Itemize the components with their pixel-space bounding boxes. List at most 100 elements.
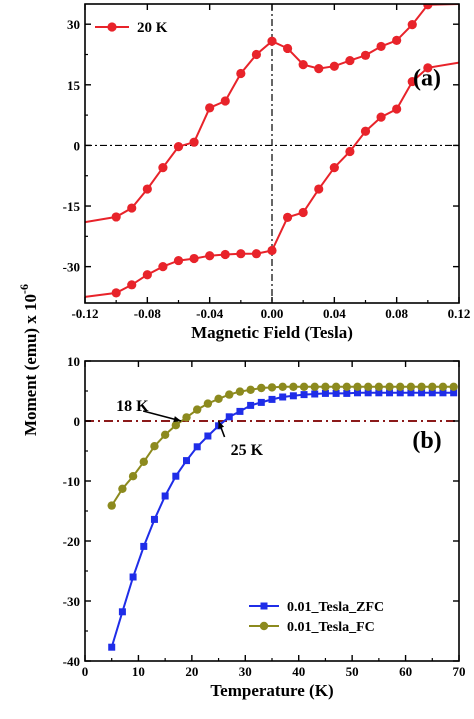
data-point bbox=[214, 394, 223, 403]
x-tick-label: 30 bbox=[239, 664, 252, 679]
data-point bbox=[353, 382, 362, 391]
data-point bbox=[310, 382, 319, 391]
panel-label: (a) bbox=[413, 65, 441, 91]
data-point bbox=[298, 207, 308, 218]
data-point bbox=[225, 390, 234, 399]
data-point bbox=[392, 104, 402, 114]
panel-b-temperature-chart: 0 10 20 30 40 50 60 70 -40 -30 -20 -10 0 10 Temperatur… bbox=[63, 354, 466, 700]
data-point bbox=[251, 249, 262, 259]
data-point bbox=[282, 43, 293, 54]
data-point bbox=[247, 401, 255, 409]
data-point bbox=[142, 270, 152, 280]
data-point bbox=[314, 184, 324, 194]
data-point bbox=[172, 472, 180, 480]
y-tick-label: 0 bbox=[74, 138, 81, 153]
legend-swatch-marker bbox=[259, 621, 269, 631]
data-point bbox=[428, 382, 437, 391]
y-tick-label: -30 bbox=[63, 594, 80, 609]
data-point bbox=[311, 390, 319, 398]
data-point bbox=[205, 103, 215, 113]
data-point bbox=[118, 608, 126, 616]
data-point bbox=[376, 112, 386, 122]
data-point bbox=[257, 398, 265, 406]
data-point bbox=[321, 382, 330, 391]
data-point bbox=[251, 49, 262, 60]
data-point bbox=[171, 421, 181, 430]
data-point bbox=[189, 253, 199, 264]
y-axis-label-exponent: -6 bbox=[17, 284, 31, 294]
y-tick-label: 15 bbox=[67, 78, 81, 93]
y-tick-label: 30 bbox=[67, 17, 80, 32]
data-point bbox=[396, 389, 404, 397]
x-tick-label: 20 bbox=[185, 664, 198, 679]
data-point bbox=[193, 405, 202, 414]
data-point bbox=[407, 76, 417, 87]
data-point bbox=[364, 389, 372, 397]
data-point bbox=[225, 413, 233, 421]
x-axis-label: Temperature (K) bbox=[210, 681, 333, 700]
data-point bbox=[161, 492, 169, 500]
data-point bbox=[360, 126, 371, 136]
panel-a-magnetic-field-chart: -0.12 -0.08 -0.04 0.00 0.04 0.08 0.12 -30 -15 0 15… bbox=[63, 3, 470, 342]
y-tick-label: 10 bbox=[67, 354, 80, 369]
y-tick-label: -30 bbox=[63, 260, 80, 275]
data-point bbox=[150, 442, 159, 451]
data-point bbox=[438, 382, 448, 391]
data-point bbox=[407, 389, 415, 397]
data-point bbox=[278, 382, 287, 391]
data-point bbox=[129, 573, 137, 581]
data-point bbox=[236, 68, 246, 79]
data-point bbox=[267, 383, 277, 392]
y-tick-label: -10 bbox=[63, 474, 80, 489]
data-point bbox=[407, 20, 417, 30]
data-point bbox=[289, 392, 297, 400]
data-point bbox=[142, 184, 152, 194]
data-point bbox=[329, 61, 339, 71]
y-tick-label: -20 bbox=[63, 534, 80, 549]
x-tick-label: 0.04 bbox=[323, 306, 346, 321]
data-point bbox=[267, 245, 277, 256]
data-point bbox=[406, 382, 416, 391]
annotation-label: 25 K bbox=[231, 442, 264, 459]
x-axis-label: Magnetic Field (Tesla) bbox=[191, 323, 353, 342]
data-point bbox=[282, 212, 293, 222]
data-point bbox=[392, 35, 402, 45]
data-point bbox=[204, 432, 212, 440]
data-point bbox=[203, 399, 213, 408]
data-point bbox=[363, 382, 373, 391]
data-point bbox=[139, 457, 148, 466]
svg-text:Moment (emu) x 10-6: Moment (emu) x 10-6 bbox=[17, 284, 40, 436]
x-tick-label: 70 bbox=[453, 664, 466, 679]
data-point bbox=[128, 472, 138, 481]
data-point bbox=[173, 142, 184, 152]
data-point bbox=[342, 382, 351, 391]
annotation-arrowhead bbox=[218, 421, 225, 429]
annotation-label: 18 K bbox=[116, 398, 149, 415]
data-point bbox=[396, 382, 405, 391]
data-point bbox=[127, 203, 137, 213]
data-point bbox=[236, 249, 246, 259]
x-tick-label: -0.04 bbox=[196, 306, 224, 321]
data-point bbox=[299, 382, 309, 391]
data-point bbox=[246, 385, 255, 394]
data-point bbox=[158, 262, 168, 272]
data-point bbox=[189, 137, 199, 147]
data-point bbox=[183, 457, 191, 465]
series-line-0 bbox=[110, 391, 454, 648]
x-tick-label: 40 bbox=[292, 664, 305, 679]
data-point bbox=[279, 393, 287, 401]
data-point bbox=[268, 395, 276, 403]
data-point bbox=[160, 430, 170, 439]
data-point bbox=[386, 389, 394, 397]
data-point bbox=[220, 249, 230, 260]
data-point bbox=[332, 389, 340, 397]
data-point bbox=[428, 389, 436, 397]
data-point bbox=[300, 391, 308, 399]
y-tick-label: -15 bbox=[63, 199, 81, 214]
data-point bbox=[193, 443, 201, 451]
data-point bbox=[331, 382, 341, 391]
data-point bbox=[205, 251, 215, 261]
legend-entry-label: 0.01_Tesla_ZFC bbox=[287, 600, 384, 615]
data-point bbox=[376, 41, 386, 52]
